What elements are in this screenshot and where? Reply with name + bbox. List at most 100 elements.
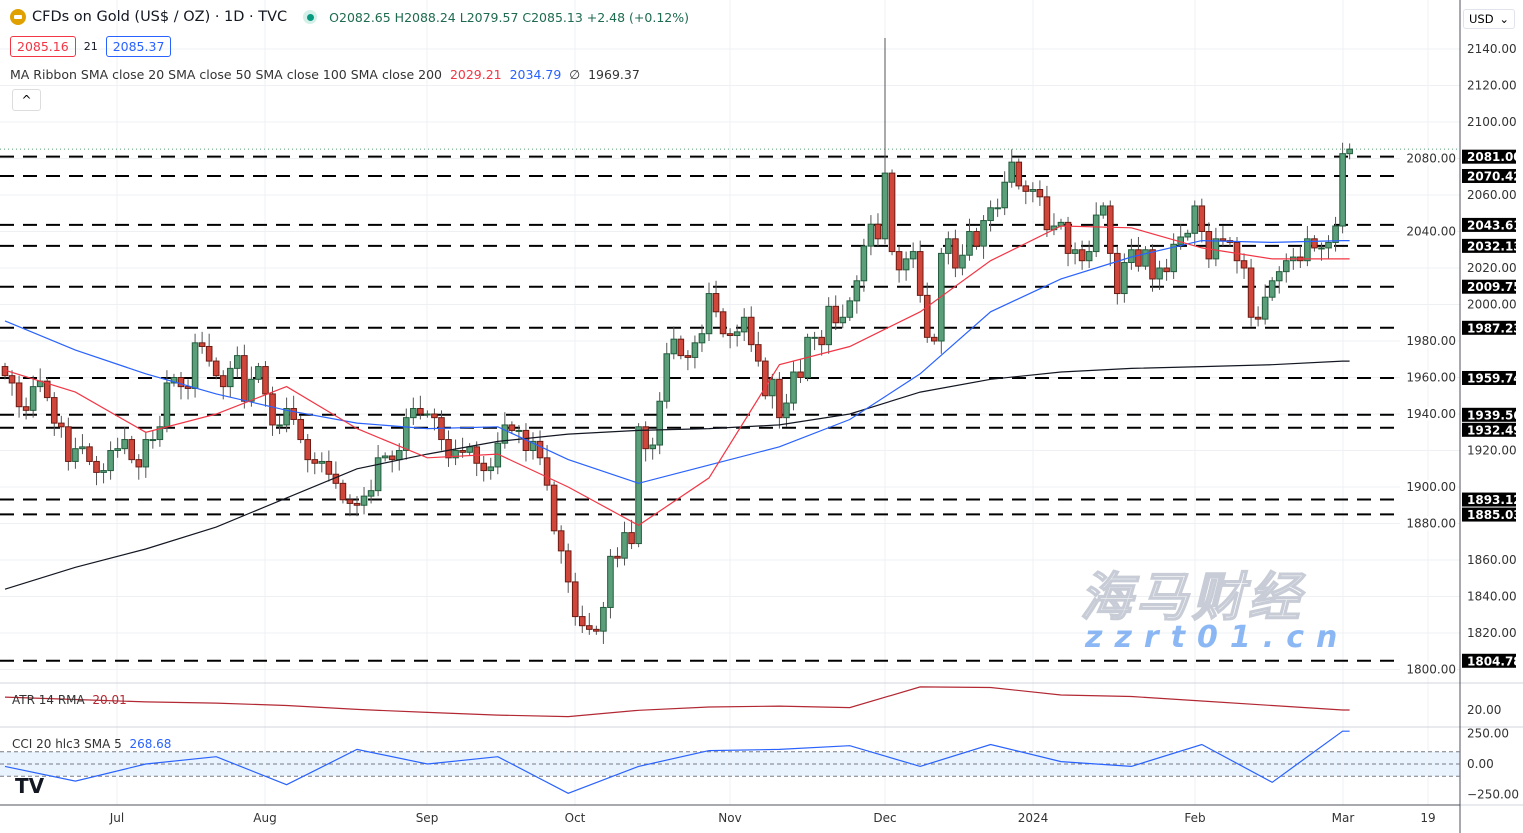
candle	[536, 430, 544, 466]
candle-body	[487, 466, 495, 472]
candle-body	[367, 490, 375, 497]
candle-body	[614, 555, 621, 559]
level-price-tag	[1462, 279, 1516, 294]
candle	[952, 229, 959, 278]
candle-body	[149, 439, 157, 442]
candle	[431, 408, 438, 431]
candle	[747, 306, 755, 352]
candle	[381, 452, 389, 462]
candle-body	[1001, 181, 1008, 209]
candle-body	[895, 251, 903, 271]
candle-body	[635, 426, 642, 545]
candle	[966, 218, 973, 261]
sell-price-button[interactable]: 2085.16	[10, 36, 76, 57]
candle	[600, 601, 607, 644]
time-axis-label: 2024	[1018, 811, 1049, 825]
candle-body	[8, 375, 16, 384]
candle-body	[142, 439, 150, 468]
collapse-legend-button[interactable]: ^	[12, 89, 41, 111]
candle	[614, 547, 621, 568]
candle-body	[1311, 238, 1318, 249]
price-axis-label: 1900.00	[1406, 480, 1456, 494]
price-axis-label: 1840.00	[1467, 590, 1517, 604]
candle-body	[22, 406, 30, 411]
candle-body	[1022, 185, 1030, 192]
candle	[170, 373, 178, 387]
ma-ribbon-legend[interactable]: MA Ribbon SMA close 20 SMA close 50 SMA …	[10, 67, 640, 82]
candle	[1156, 260, 1163, 290]
candle	[346, 494, 354, 517]
level-price-tag	[1462, 407, 1516, 422]
candle-body	[431, 413, 438, 419]
candle-body	[916, 251, 924, 296]
symbol-title[interactable]: CFDs on Gold (US$ / OZ) · 1D · TVC	[32, 9, 288, 25]
candle	[15, 375, 23, 418]
buy-price-button[interactable]: 2085.37	[105, 36, 172, 57]
cci-value: 268.68	[129, 737, 172, 751]
candle-body	[1346, 148, 1353, 155]
cci-legend[interactable]: CCI 20 hlc3 SMA 5 268.68	[12, 737, 171, 751]
candle-body	[1121, 262, 1128, 295]
price-axis-label: 1860.00	[1467, 553, 1517, 567]
candle-body	[128, 439, 136, 461]
candle-body	[1247, 267, 1255, 318]
candle	[1332, 216, 1339, 252]
candle-body	[212, 360, 220, 377]
candle	[1078, 240, 1086, 270]
candle	[1043, 185, 1051, 237]
cci-axis-label: −250.00	[1467, 788, 1519, 802]
candle	[1071, 242, 1079, 265]
candle	[269, 386, 276, 436]
candle	[550, 481, 558, 535]
candle	[1142, 246, 1149, 270]
candle	[959, 244, 966, 276]
candle-body	[769, 378, 776, 397]
watermark-url: zzrt01.cn	[1085, 620, 1350, 655]
candle-body	[987, 207, 994, 222]
candle-body	[600, 606, 607, 632]
candle-body	[445, 439, 452, 459]
candle	[642, 421, 649, 462]
price-axis-label-background	[1400, 407, 1457, 421]
candle	[1170, 233, 1177, 279]
candle-body	[72, 448, 79, 462]
candle	[339, 479, 347, 504]
candle	[797, 359, 804, 383]
candle	[107, 441, 114, 480]
candle-body	[825, 305, 832, 346]
candle-body	[881, 172, 889, 240]
candle-body	[578, 616, 586, 627]
candle-body	[593, 628, 600, 632]
time-axis-label: Mar	[1332, 811, 1355, 825]
candle-body	[656, 400, 664, 446]
candle	[149, 430, 157, 449]
level-price-tag	[1462, 168, 1516, 183]
candle	[1282, 253, 1290, 283]
candle	[557, 525, 565, 564]
candle-body	[269, 393, 276, 426]
candle-body	[571, 581, 579, 618]
candle	[586, 612, 593, 635]
candle	[276, 415, 283, 435]
atr-legend[interactable]: ATR 14 RMA 20.01	[12, 693, 127, 707]
market-open-icon	[303, 10, 318, 24]
currency-select[interactable]: USD ⌄	[1463, 9, 1515, 29]
candle-body	[1149, 249, 1156, 280]
level-price-label: 1932.49	[1467, 423, 1522, 437]
candle	[410, 397, 417, 425]
candle	[142, 432, 150, 478]
candle-body	[1092, 214, 1100, 253]
ma20-value: 2029.21	[449, 67, 502, 82]
candle-body	[311, 459, 319, 464]
price-axis-label-background	[1400, 516, 1457, 531]
candle-body	[1163, 267, 1170, 273]
candle	[980, 215, 987, 259]
tradingview-logo[interactable]: TV	[15, 774, 45, 798]
candle	[705, 282, 713, 341]
candle-body	[762, 360, 769, 397]
candle	[635, 423, 642, 548]
candle-body	[994, 207, 1001, 210]
candle-body	[1177, 236, 1184, 245]
candle	[360, 487, 368, 515]
